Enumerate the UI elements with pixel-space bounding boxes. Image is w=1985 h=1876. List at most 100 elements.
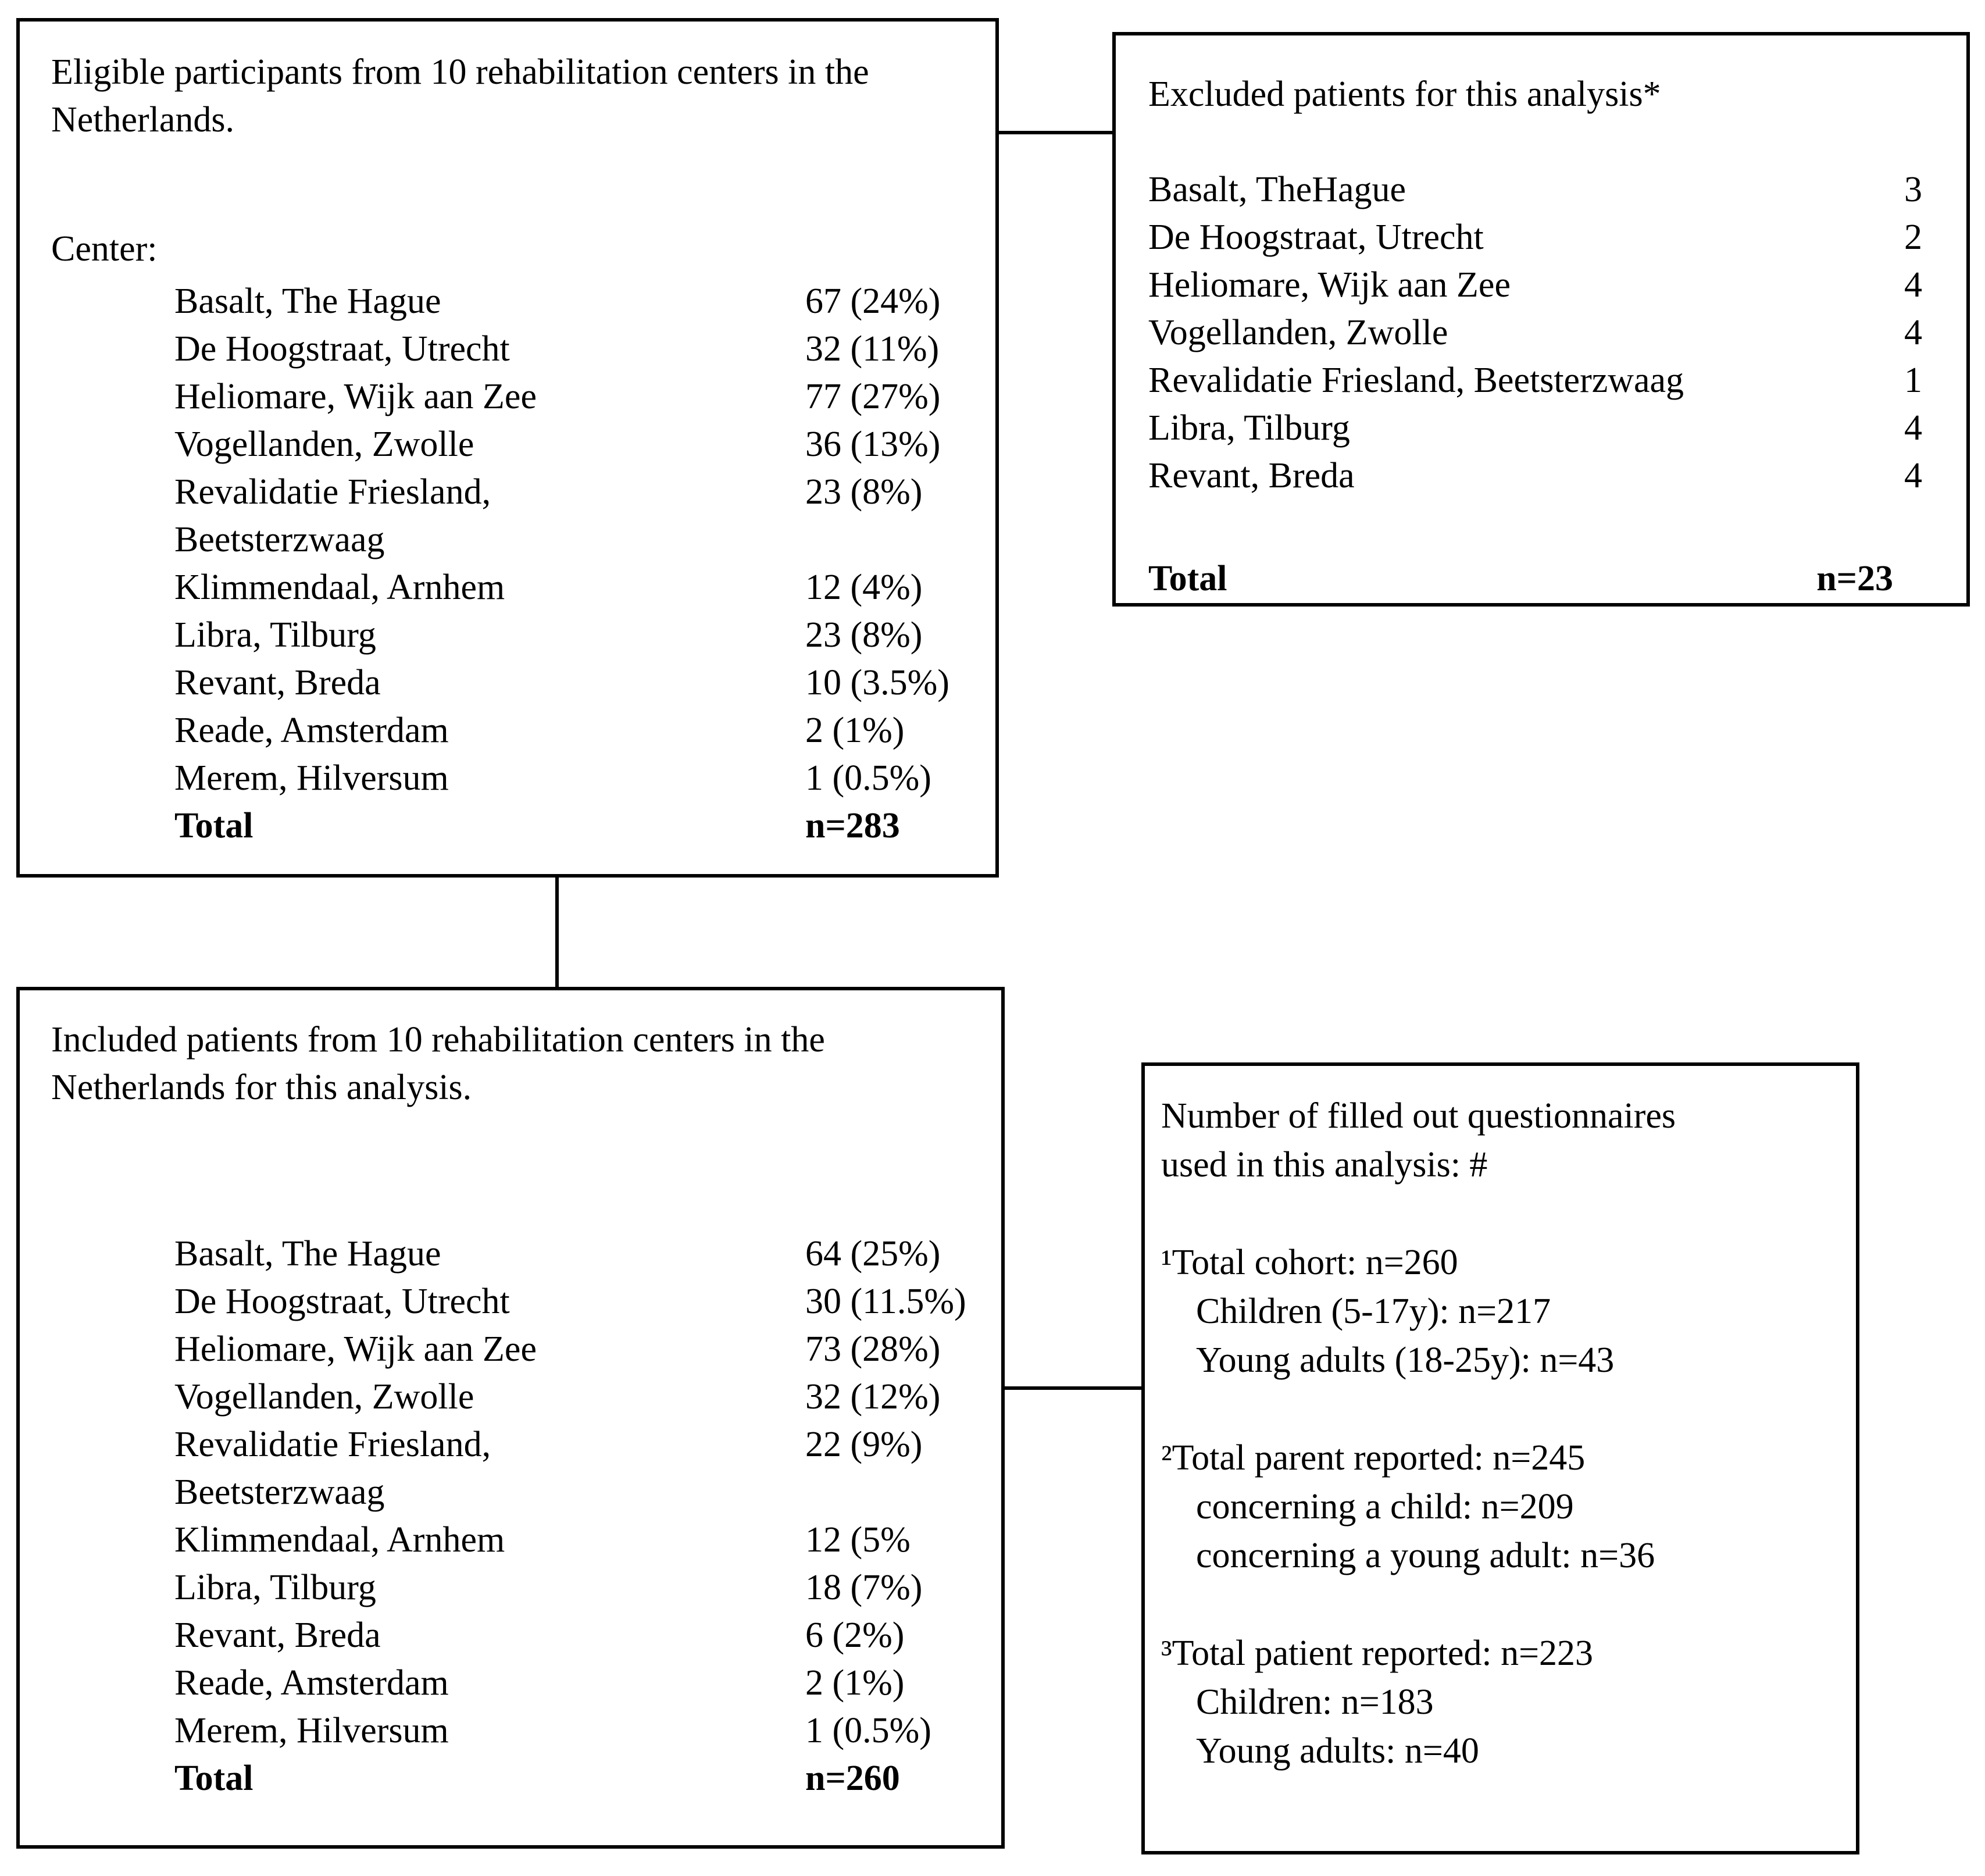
center-count: 67 (24%)	[805, 281, 941, 321]
center-count: 18 (7%)	[805, 1568, 923, 1607]
total-label: Total	[174, 1759, 254, 1798]
table-row: Libra, Tilburg 18 (7%)	[174, 1564, 966, 1611]
table-row: De Hoogstraat, Utrecht 30 (11.5%)	[174, 1278, 966, 1325]
center-name: Revant, Breda	[174, 663, 381, 702]
table-row: Heliomare, Wijk aan Zee 77 (27%)	[174, 373, 961, 420]
center-name: Vogellanden, Zwolle	[174, 425, 474, 464]
center-count: 77 (27%)	[805, 377, 941, 416]
table-row: Reade, Amsterdam 2 (1%)	[174, 1659, 966, 1707]
connector-included-to-questionnaires	[1001, 1386, 1145, 1390]
table-row: Merem, Hilversum 1 (0.5%)	[174, 754, 961, 802]
table-row: Revalidatie Friesland, Beetsterzwaag 1	[1148, 356, 1928, 404]
center-name: Merem, Hilversum	[174, 1711, 449, 1750]
center-name: Revalidatie Friesland, Beetsterzwaag	[174, 1425, 491, 1512]
center-name: Libra, Tilburg	[174, 615, 376, 655]
center-name: De Hoogstraat, Utrecht	[174, 1282, 510, 1321]
center-name: Vogellanden, Zwolle	[174, 1377, 474, 1417]
center-name: Revant, Breda	[1148, 456, 1355, 495]
group-item: Young adults (18-25y): n=43	[1196, 1340, 1615, 1380]
table-row: De Hoogstraat, Utrecht 2	[1148, 213, 1928, 261]
group-item: Young adults: n=40	[1196, 1731, 1479, 1771]
spacer	[1161, 1385, 1833, 1433]
questionnaires-box-title: Number of filled out questionnaires used…	[1161, 1096, 1676, 1185]
center-count: 10 (3.5%)	[805, 663, 949, 702]
center-count: 73 (28%)	[805, 1329, 941, 1369]
center-count: 2 (1%)	[805, 711, 905, 750]
center-name: Basalt, The Hague	[174, 281, 441, 321]
table-row: Vogellanden, Zwolle 32 (12%)	[174, 1373, 966, 1421]
center-name: Merem, Hilversum	[174, 758, 449, 798]
included-box-title: Included patients from 10 rehabilitation…	[51, 1020, 825, 1107]
center-name: De Hoogstraat, Utrecht	[1148, 217, 1484, 257]
center-count: 1 (0.5%)	[805, 1711, 931, 1750]
center-count: 1	[1904, 361, 1922, 400]
center-name: Reade, Amsterdam	[174, 711, 449, 750]
table-row: Klimmendaal, Arnhem 12 (5%	[174, 1516, 966, 1564]
center-name: Heliomare, Wijk aan Zee	[174, 377, 537, 416]
table-row: Revalidatie Friesland, Beetsterzwaag 23 …	[174, 468, 961, 563]
group-heading: ¹Total cohort: n=260	[1161, 1243, 1458, 1282]
total-count: n=23	[1816, 559, 1893, 598]
excluded-box-title: Excluded patients for this analysis*	[1148, 74, 1661, 114]
center-count: 6 (2%)	[805, 1615, 905, 1655]
center-name: Revant, Breda	[174, 1615, 381, 1655]
total-row: Total n=260	[174, 1754, 966, 1802]
group-item: Children: n=183	[1196, 1682, 1434, 1722]
connector-eligible-to-excluded	[995, 131, 1116, 134]
total-row: Total n=283	[174, 802, 961, 850]
table-row: Libra, Tilburg 4	[1148, 404, 1928, 452]
excluded-patients-box: Excluded patients for this analysis* Bas…	[1112, 32, 1970, 607]
total-label: Total	[1148, 559, 1227, 598]
center-name: Vogellanden, Zwolle	[1148, 313, 1448, 352]
center-name: Libra, Tilburg	[174, 1568, 376, 1607]
group-item: Children (5-17y): n=217	[1196, 1292, 1551, 1331]
center-name: Basalt, TheHague	[1148, 170, 1406, 209]
total-count: n=283	[805, 806, 900, 846]
center-name: Heliomare, Wijk aan Zee	[174, 1329, 537, 1369]
table-row: Revant, Breda 4	[1148, 452, 1928, 500]
table-row: Merem, Hilversum 1 (0.5%)	[174, 1707, 966, 1754]
table-row: Basalt, The Hague 64 (25%)	[174, 1230, 966, 1278]
center-name: Klimmendaal, Arnhem	[174, 1520, 505, 1560]
center-name: Heliomare, Wijk aan Zee	[1148, 265, 1511, 305]
table-row: Heliomare, Wijk aan Zee 4	[1148, 261, 1928, 309]
table-row: De Hoogstraat, Utrecht 32 (11%)	[174, 325, 961, 373]
table-row: Basalt, The Hague 67 (24%)	[174, 277, 961, 325]
center-count: 22 (9%)	[805, 1425, 923, 1464]
center-label: Center:	[51, 229, 158, 269]
eligible-box-title: Eligible participants from 10 rehabilita…	[51, 52, 869, 140]
center-count: 36 (13%)	[805, 425, 941, 464]
total-count: n=260	[805, 1759, 900, 1798]
center-count: 4	[1904, 408, 1922, 448]
connector-eligible-to-included	[555, 874, 559, 990]
table-row: Vogellanden, Zwolle 4	[1148, 309, 1928, 356]
table-row: Revant, Breda 10 (3.5%)	[174, 659, 961, 707]
group-item: concerning a young adult: n=36	[1196, 1536, 1655, 1575]
center-count: 12 (4%)	[805, 568, 923, 607]
eligible-participants-box: Eligible participants from 10 rehabilita…	[16, 18, 999, 878]
table-row: Vogellanden, Zwolle 36 (13%)	[174, 420, 961, 468]
center-count: 30 (11.5%)	[805, 1282, 966, 1321]
group-item: concerning a child: n=209	[1196, 1487, 1574, 1527]
center-name: Revalidatie Friesland, Beetsterzwaag	[174, 472, 491, 559]
center-count: 32 (12%)	[805, 1377, 941, 1417]
center-name: Reade, Amsterdam	[174, 1663, 449, 1703]
center-count: 4	[1904, 265, 1922, 305]
center-count: 2 (1%)	[805, 1663, 905, 1703]
center-count: 64 (25%)	[805, 1234, 941, 1274]
included-center-list: Basalt, The Hague 64 (25%) De Hoogstraat…	[51, 1230, 966, 1802]
eligible-center-list: Basalt, The Hague 67 (24%) De Hoogstraat…	[51, 277, 961, 850]
center-count: 32 (11%)	[805, 329, 940, 369]
center-name: Revalidatie Friesland, Beetsterzwaag	[1148, 361, 1684, 400]
center-count: 23 (8%)	[805, 472, 923, 512]
spacer	[1161, 1580, 1833, 1629]
patient-reported-group: ³Total patient reported: n=223 Children:…	[1161, 1629, 1833, 1775]
group-heading: ²Total parent reported: n=245	[1161, 1438, 1586, 1478]
center-name: Klimmendaal, Arnhem	[174, 568, 505, 607]
group-heading: ³Total patient reported: n=223	[1161, 1634, 1594, 1673]
table-row: Revant, Breda 6 (2%)	[174, 1611, 966, 1659]
parent-reported-group: ²Total parent reported: n=245 concerning…	[1161, 1433, 1833, 1580]
center-name: De Hoogstraat, Utrecht	[174, 329, 510, 369]
center-count: 4	[1904, 456, 1922, 495]
center-count: 3	[1904, 170, 1922, 209]
